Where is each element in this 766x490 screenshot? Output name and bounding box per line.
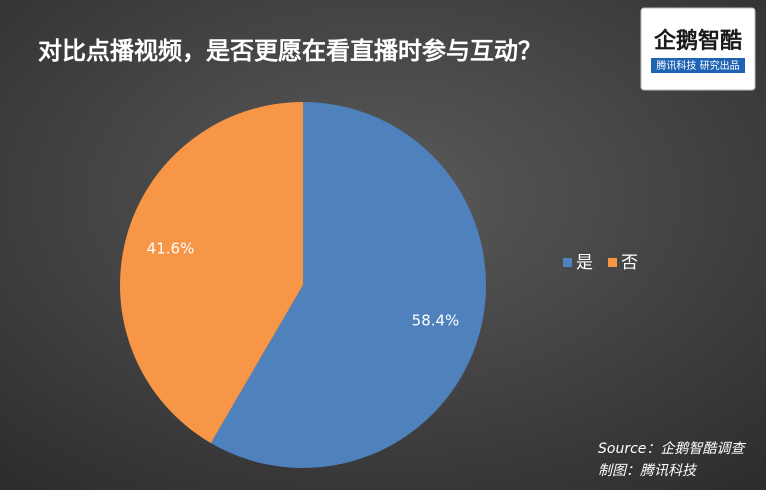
logo-tagline: 腾讯科技 研究出品 [656,59,739,72]
logo: 企鹅智酷 腾讯科技 研究出品 [640,7,756,91]
logo-name: 企鹅智酷 [653,28,742,54]
pie-slice [210,102,487,468]
chart-title: 对比点播视频，是否更愿在看直播时参与互动？ [38,37,542,65]
legend-swatch [563,258,572,267]
legend-label: 否 [621,253,638,273]
data-label: 41.6% [147,240,195,258]
legend-swatch [608,258,617,267]
logo-bar [651,58,745,73]
source: Source：企鹅智酷调查 [598,441,746,457]
credit: 制图：腾讯科技 [598,463,698,479]
pie-slice [120,102,303,444]
data-label: 58.4% [412,311,460,329]
legend-label: 是 [576,253,593,273]
